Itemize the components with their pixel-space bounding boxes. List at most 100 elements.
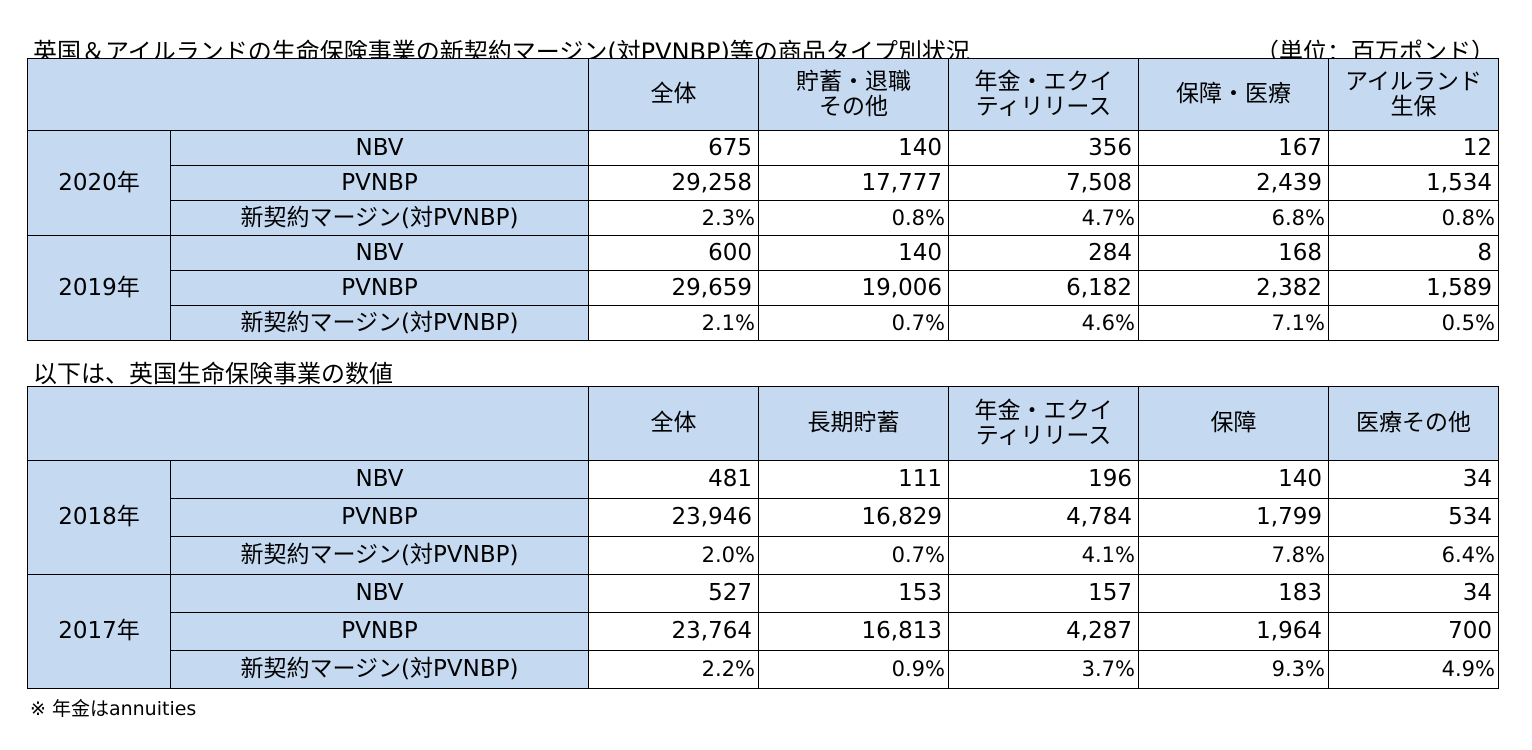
value-cell: 111 <box>758 460 949 499</box>
header-cell: 保障 <box>1138 386 1329 461</box>
data-row: 新契約マージン(対PVNBP) 2.3% 0.8% 4.7% 6.8% 0.8% <box>28 200 1499 236</box>
value-cell: 9.3% <box>1138 650 1329 689</box>
value-cell: 140 <box>1138 460 1329 499</box>
year-cell: 2019年 <box>27 235 171 341</box>
value-cell: 153 <box>758 574 949 613</box>
value-cell: 4,784 <box>948 498 1139 537</box>
row-label: 新契約マージン(対PVNBP) <box>170 650 589 689</box>
value-cell: 1,534 <box>1328 165 1499 201</box>
value-cell: 534 <box>1328 498 1499 537</box>
value-cell: 1,799 <box>1138 498 1329 537</box>
header-corner <box>27 58 589 131</box>
value-cell: 3.7% <box>948 650 1139 689</box>
value-cell: 0.5% <box>1328 305 1499 341</box>
row-label: 新契約マージン(対PVNBP) <box>170 200 589 236</box>
header-line: その他 <box>819 93 888 120</box>
row-label: NBV <box>170 130 589 166</box>
value-cell: 23,946 <box>588 498 759 537</box>
value-cell: 4.9% <box>1328 650 1499 689</box>
data-row: PVNBP 29,659 19,006 6,182 2,382 1,589 <box>28 270 1499 306</box>
header-line: 全体 <box>650 410 697 437</box>
year-cell: 2020年 <box>27 130 171 236</box>
value-cell: 0.8% <box>758 200 949 236</box>
value-cell: 196 <box>948 460 1139 499</box>
value-cell: 183 <box>1138 574 1329 613</box>
header-cell: 全体 <box>588 386 759 461</box>
value-cell: 284 <box>948 235 1139 271</box>
row-label: NBV <box>170 460 589 499</box>
header-row: 全体 長期貯蓄 年金・エクイ ティリリース 保障 医療その他 <box>27 386 1499 461</box>
value-cell: 2.0% <box>588 536 759 575</box>
data-row: 新契約マージン(対PVNBP) 2.0% 0.7% 4.1% 7.8% 6.4% <box>28 536 1499 575</box>
header-corner <box>27 386 589 461</box>
value-cell: 16,813 <box>758 612 949 651</box>
header-line: ティリリース <box>975 422 1112 449</box>
value-cell: 140 <box>758 235 949 271</box>
value-cell: 600 <box>588 235 759 271</box>
value-cell: 7,508 <box>948 165 1139 201</box>
value-cell: 34 <box>1328 574 1499 613</box>
value-cell: 29,659 <box>588 270 759 306</box>
data-row: 2019年 NBV 600 140 284 168 8 <box>27 235 1499 341</box>
value-cell: 356 <box>948 130 1139 166</box>
value-cell: 6,182 <box>948 270 1139 306</box>
data-row: 2020年 NBV 675 140 356 167 12 <box>27 130 1499 236</box>
row-label: NBV <box>170 574 589 613</box>
header-cell: 保障・医療 <box>1138 58 1329 131</box>
value-cell: 700 <box>1328 612 1499 651</box>
data-row: PVNBP 23,946 16,829 4,784 1,799 534 <box>28 498 1499 537</box>
value-cell: 4.6% <box>948 305 1139 341</box>
row-label: PVNBP <box>170 498 589 537</box>
row-label: PVNBP <box>170 165 589 201</box>
footnote: ※ 年金はannuities <box>30 698 197 720</box>
value-cell: 2.2% <box>588 650 759 689</box>
header-line: アイルランド <box>1345 69 1482 96</box>
value-cell: 4.7% <box>948 200 1139 236</box>
value-cell: 19,006 <box>758 270 949 306</box>
data-row: PVNBP 23,764 16,813 4,287 1,964 700 <box>28 612 1499 651</box>
header-line: 貯蓄・退職 <box>796 69 911 96</box>
subtitle: 以下は、英国生命保険事業の数値 <box>33 360 393 388</box>
data-row: 2018年 NBV 481 111 196 140 34 <box>27 460 1499 575</box>
data-row: 2017年 NBV 527 153 157 183 34 <box>27 574 1499 689</box>
value-cell: 2,382 <box>1138 270 1329 306</box>
header-cell: 全体 <box>588 58 759 131</box>
header-line: 年金・エクイ <box>974 398 1113 425</box>
value-cell: 8 <box>1328 235 1499 271</box>
value-cell: 12 <box>1328 130 1499 166</box>
header-cell: 長期貯蓄 <box>758 386 949 461</box>
value-cell: 167 <box>1138 130 1329 166</box>
value-cell: 29,258 <box>588 165 759 201</box>
value-cell: 1,964 <box>1138 612 1329 651</box>
value-cell: 140 <box>758 130 949 166</box>
value-cell: 0.9% <box>758 650 949 689</box>
header-line: ティリリース <box>975 93 1112 120</box>
value-cell: 675 <box>588 130 759 166</box>
row-label: PVNBP <box>170 612 589 651</box>
value-cell: 7.8% <box>1138 536 1329 575</box>
value-cell: 2.1% <box>588 305 759 341</box>
header-cell: 医療その他 <box>1328 386 1499 461</box>
header-line: 生保 <box>1390 93 1437 120</box>
header-cell: 貯蓄・退職 その他 <box>758 58 949 131</box>
value-cell: 0.7% <box>758 536 949 575</box>
data-row: 新契約マージン(対PVNBP) 2.2% 0.9% 3.7% 9.3% 4.9% <box>28 650 1499 689</box>
table: 全体 長期貯蓄 年金・エクイ ティリリース 保障 医療その他 2018年 NBV 481 111 1… <box>27 386 1499 689</box>
value-cell: 0.8% <box>1328 200 1499 236</box>
header-cell: アイルランド 生保 <box>1328 58 1499 131</box>
header-line: 保障 <box>1210 410 1257 437</box>
value-cell: 17,777 <box>758 165 949 201</box>
header-cell: 年金・エクイ ティリリース <box>948 58 1139 131</box>
row-label: 新契約マージン(対PVNBP) <box>170 536 589 575</box>
row-label: NBV <box>170 235 589 271</box>
value-cell: 2,439 <box>1138 165 1329 201</box>
header-line: 長期貯蓄 <box>807 410 900 437</box>
value-cell: 6.8% <box>1138 200 1329 236</box>
row-label: 新契約マージン(対PVNBP) <box>170 305 589 341</box>
header-cell: 年金・エクイ ティリリース <box>948 386 1139 461</box>
header-row: 全体 貯蓄・退職 その他 年金・エクイ ティリリース 保障・医療 アイルランド 生保 <box>27 58 1499 131</box>
value-cell: 481 <box>588 460 759 499</box>
value-cell: 0.7% <box>758 305 949 341</box>
header-line: 保障・医療 <box>1176 81 1291 108</box>
